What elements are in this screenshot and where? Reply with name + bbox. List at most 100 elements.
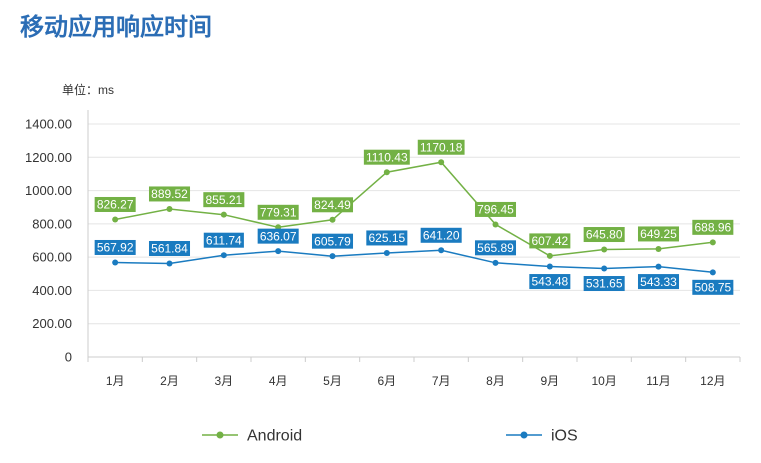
ios-data-label-box bbox=[366, 230, 408, 246]
x-tick-label: 7月 bbox=[432, 374, 451, 388]
android-point-3[interactable] bbox=[220, 211, 227, 218]
ios-data-label-11: 543.33 bbox=[637, 274, 680, 290]
android-data-label-box bbox=[363, 149, 410, 165]
ios-data-label-text: 543.33 bbox=[640, 275, 677, 289]
android-data-label-12: 688.96 bbox=[692, 219, 734, 235]
android-point-10[interactable] bbox=[601, 246, 608, 253]
legend-item-ios[interactable]: iOS bbox=[506, 428, 578, 445]
android-data-label-text: 607.42 bbox=[531, 234, 568, 248]
android-point-8[interactable] bbox=[492, 221, 499, 228]
y-tick-label: 1200.00 bbox=[25, 150, 72, 165]
ios-data-label-text: 543.48 bbox=[531, 275, 568, 289]
android-data-label-box bbox=[583, 227, 625, 243]
series-layer bbox=[112, 159, 716, 276]
ios-series-line bbox=[115, 249, 713, 274]
ios-data-label-4: 636.07 bbox=[257, 228, 299, 244]
legend-android-label: Android bbox=[247, 428, 302, 445]
legend-android-dot-icon bbox=[216, 431, 224, 439]
ios-data-label-6: 625.15 bbox=[366, 230, 408, 246]
android-point-2[interactable] bbox=[166, 205, 173, 212]
x-tick-label: 5月 bbox=[323, 374, 342, 388]
android-data-label-text: 826.27 bbox=[97, 198, 134, 212]
android-point-1[interactable] bbox=[112, 216, 119, 223]
legend-item-android[interactable]: Android bbox=[202, 428, 302, 445]
ios-data-label-text: 565.89 bbox=[477, 241, 514, 255]
android-series-line bbox=[115, 161, 713, 257]
android-data-label-8: 796.45 bbox=[474, 201, 517, 217]
x-tick-label: 9月 bbox=[540, 374, 559, 388]
android-data-label-9: 607.42 bbox=[529, 233, 571, 249]
ios-data-label-text: 508.75 bbox=[694, 281, 731, 295]
android-data-label-box bbox=[203, 192, 245, 208]
ios-point-7[interactable] bbox=[438, 247, 445, 254]
ios-point-1[interactable] bbox=[112, 259, 119, 266]
x-tick-label: 1月 bbox=[106, 374, 125, 388]
x-tick-label: 4月 bbox=[269, 374, 288, 388]
ios-data-label-text: 561.84 bbox=[151, 242, 188, 256]
android-point-5[interactable] bbox=[329, 216, 336, 223]
y-tick-label: 0 bbox=[65, 350, 72, 365]
ios-data-label-text: 531.65 bbox=[586, 277, 623, 291]
android-data-label-6: 1110.43 bbox=[363, 149, 410, 165]
x-tick-label: 2月 bbox=[160, 374, 179, 388]
android-data-label-box bbox=[94, 196, 136, 212]
android-data-label-11: 649.25 bbox=[637, 226, 680, 242]
android-data-label-box bbox=[637, 226, 680, 242]
ios-data-label-text: 636.07 bbox=[260, 229, 297, 243]
android-data-label-box bbox=[474, 201, 517, 217]
android-point-7[interactable] bbox=[438, 159, 445, 166]
android-data-label-1: 826.27 bbox=[94, 196, 136, 212]
y-tick-label: 600.00 bbox=[32, 250, 72, 265]
ios-data-label-text: 611.74 bbox=[206, 233, 242, 247]
ios-data-label-box bbox=[529, 274, 571, 290]
android-data-label-4: 779.31 bbox=[257, 204, 299, 220]
ios-data-label-3: 611.74 bbox=[203, 232, 244, 248]
android-point-12[interactable] bbox=[709, 239, 716, 246]
android-point-11[interactable] bbox=[655, 245, 662, 252]
android-data-label-3: 855.21 bbox=[203, 192, 245, 208]
y-tick-label: 800.00 bbox=[32, 216, 72, 231]
axes: 0 200.00 400.00 600.00 800.00 1000.00 1200.00 1… bbox=[25, 110, 741, 388]
ios-point-3[interactable] bbox=[220, 252, 227, 259]
ios-point-12[interactable] bbox=[709, 269, 716, 276]
ios-data-label-text: 605.79 bbox=[314, 234, 351, 248]
ios-data-label-text: 625.15 bbox=[368, 231, 405, 245]
ios-point-2[interactable] bbox=[166, 260, 173, 267]
android-data-label-text: 1170.18 bbox=[420, 140, 463, 154]
ios-point-11[interactable] bbox=[655, 263, 662, 270]
android-data-label-text: 688.96 bbox=[694, 221, 731, 235]
x-tick-label: 12月 bbox=[700, 374, 725, 388]
android-data-label-text: 824.49 bbox=[314, 198, 351, 212]
grid-lines bbox=[88, 123, 740, 325]
android-data-label-box bbox=[311, 197, 354, 213]
ios-data-label-1: 567.92 bbox=[94, 239, 136, 255]
ios-point-5[interactable] bbox=[329, 253, 336, 260]
android-data-label-box bbox=[529, 233, 571, 249]
android-data-label-text: 796.45 bbox=[477, 203, 514, 217]
ios-point-8[interactable] bbox=[492, 259, 499, 266]
ios-data-label-2: 561.84 bbox=[148, 240, 191, 256]
x-tick-label: 6月 bbox=[377, 374, 396, 388]
ios-data-label-12: 508.75 bbox=[692, 279, 734, 295]
ios-point-10[interactable] bbox=[601, 265, 608, 272]
ios-data-label-9: 543.48 bbox=[529, 274, 571, 290]
ios-point-4[interactable] bbox=[275, 248, 282, 255]
ios-point-6[interactable] bbox=[383, 249, 390, 256]
ios-data-label-box bbox=[203, 232, 244, 248]
ios-data-label-box bbox=[311, 233, 354, 249]
legend-ios-dot-icon bbox=[520, 431, 528, 439]
legend-ios-label: iOS bbox=[551, 428, 578, 445]
ios-data-label-box bbox=[637, 274, 680, 290]
y-tick-label: 400.00 bbox=[32, 283, 72, 298]
legend: Android iOS bbox=[202, 428, 578, 445]
android-point-9[interactable] bbox=[546, 252, 553, 259]
android-point-6[interactable] bbox=[383, 169, 390, 176]
android-data-label-text: 779.31 bbox=[260, 206, 297, 220]
ios-data-label-7: 641.20 bbox=[420, 227, 462, 243]
android-data-label-7: 1170.18 bbox=[417, 139, 465, 155]
ios-point-9[interactable] bbox=[546, 263, 553, 270]
y-tick-label: 1000.00 bbox=[25, 183, 72, 198]
android-data-label-5: 824.49 bbox=[311, 197, 354, 213]
